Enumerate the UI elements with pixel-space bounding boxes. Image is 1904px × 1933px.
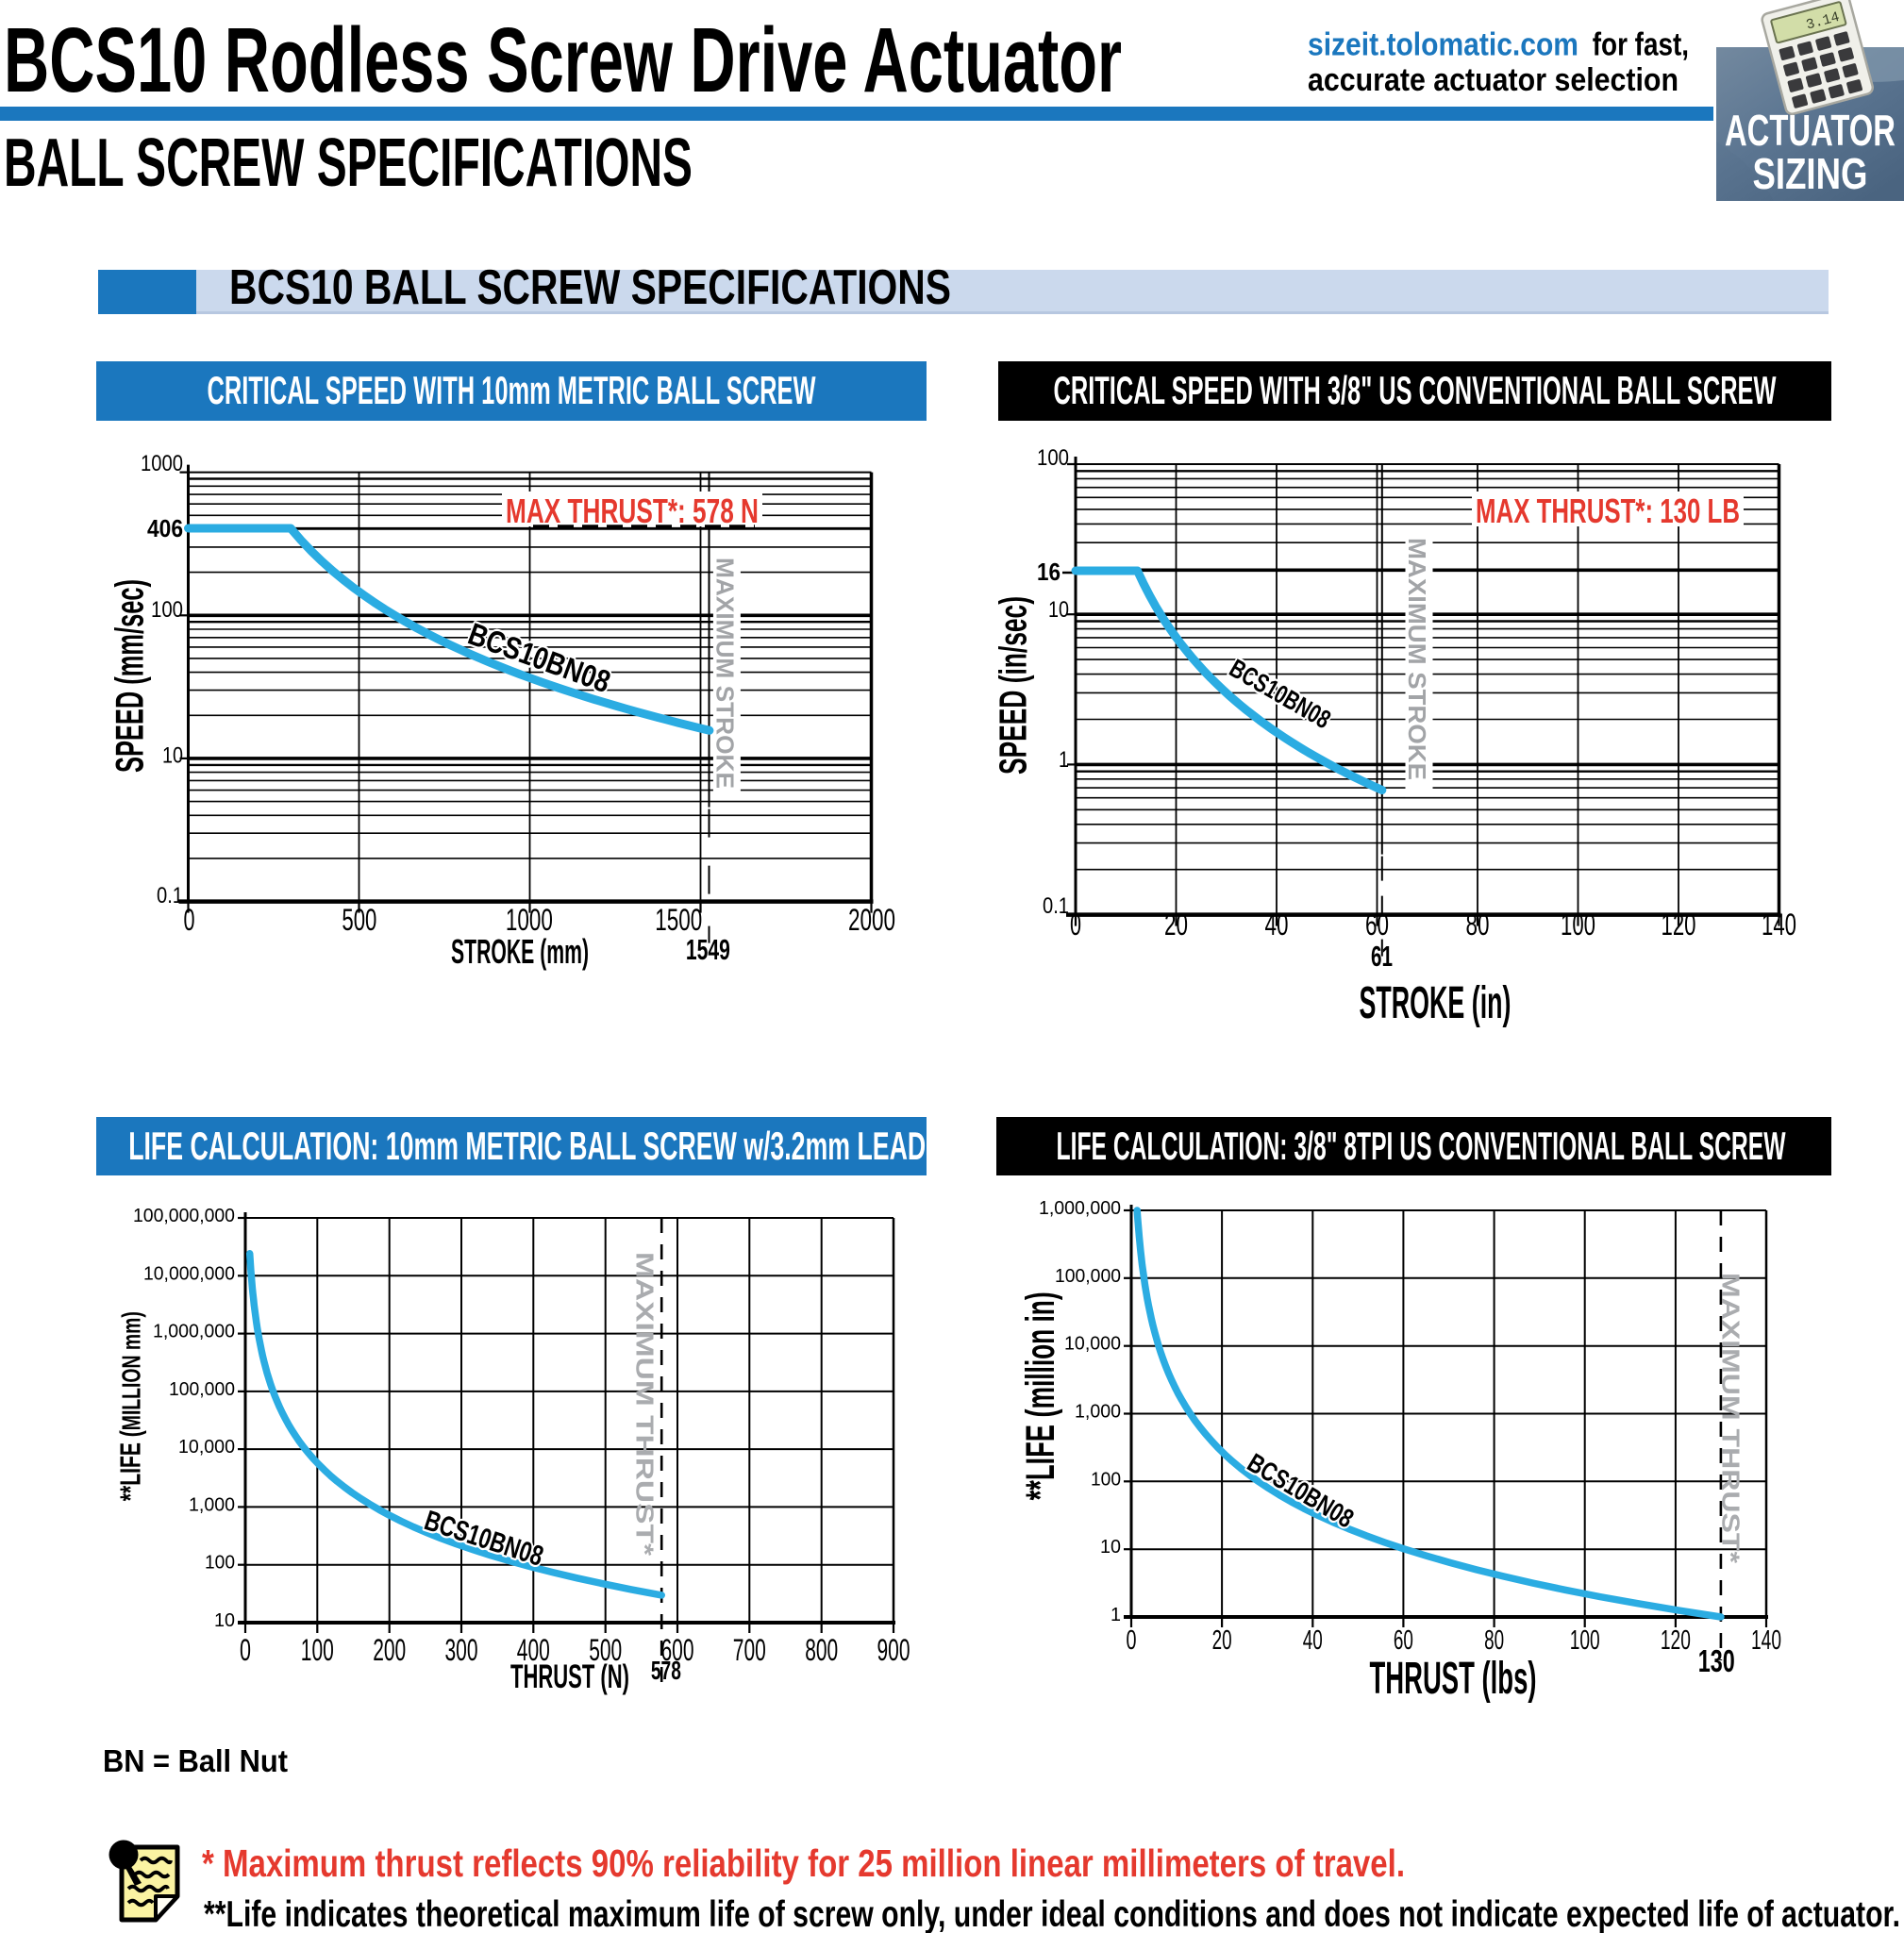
svg-text:80: 80 bbox=[1466, 908, 1490, 942]
svg-text:0: 0 bbox=[184, 903, 195, 937]
svg-text:500: 500 bbox=[589, 1633, 622, 1667]
svg-text:100: 100 bbox=[1570, 1625, 1600, 1656]
svg-text:600: 600 bbox=[661, 1633, 694, 1667]
svg-text:**Life indicates theoretical m: **Life indicates theoretical maximum lif… bbox=[204, 1894, 1900, 1933]
svg-text:1000: 1000 bbox=[141, 451, 183, 476]
svg-text:100,000,000: 100,000,000 bbox=[133, 1205, 235, 1226]
svg-text:10: 10 bbox=[1100, 1536, 1121, 1558]
svg-text:THRUST (N): THRUST (N) bbox=[510, 1658, 629, 1695]
svg-text:million in): million in) bbox=[1018, 1291, 1063, 1408]
svg-text:10: 10 bbox=[1048, 597, 1069, 623]
svg-text:1: 1 bbox=[1059, 747, 1069, 773]
svg-text:100,000: 100,000 bbox=[1055, 1265, 1121, 1287]
svg-text:2000: 2000 bbox=[848, 903, 895, 937]
svg-text:1000: 1000 bbox=[506, 903, 553, 937]
svg-text:0: 0 bbox=[1127, 1625, 1137, 1656]
svg-text:1,000: 1,000 bbox=[1075, 1401, 1121, 1423]
svg-text:100: 100 bbox=[1561, 908, 1595, 942]
svg-text:MILLION mm): MILLION mm) bbox=[116, 1311, 145, 1430]
svg-text:700: 700 bbox=[733, 1633, 766, 1667]
svg-text:16: 16 bbox=[1037, 559, 1061, 586]
svg-text:CRITICAL SPEED WITH 10mm METRI: CRITICAL SPEED WITH 10mm METRIC BALL SCR… bbox=[208, 368, 816, 412]
svg-text:130: 130 bbox=[1698, 1643, 1735, 1678]
svg-text:MAX THRUST*: 578 N: MAX THRUST*: 578 N bbox=[506, 492, 759, 530]
svg-text:ACTUATOR: ACTUATOR bbox=[1725, 106, 1896, 155]
svg-text:140: 140 bbox=[1751, 1625, 1781, 1656]
svg-text:1,000,000: 1,000,000 bbox=[153, 1321, 235, 1342]
svg-text:accurate actuator selection: accurate actuator selection bbox=[1308, 62, 1679, 98]
svg-text:20: 20 bbox=[1212, 1625, 1232, 1656]
svg-text:1: 1 bbox=[1111, 1604, 1121, 1625]
svg-text:MAXIMUM THRUST*: MAXIMUM THRUST* bbox=[1717, 1273, 1745, 1564]
svg-text:SPEED (mm/sec): SPEED (mm/sec) bbox=[107, 579, 151, 773]
svg-text:STROKE (in): STROKE (in) bbox=[1360, 978, 1512, 1028]
svg-text:100: 100 bbox=[205, 1552, 235, 1574]
svg-text:61: 61 bbox=[1371, 941, 1393, 973]
svg-text:200: 200 bbox=[373, 1633, 406, 1667]
svg-text:100: 100 bbox=[1091, 1468, 1121, 1490]
svg-text:1,000: 1,000 bbox=[189, 1493, 235, 1515]
svg-text:BALL SCREW SPECIFICATIONS: BALL SCREW SPECIFICATIONS bbox=[4, 125, 693, 201]
svg-text:BN = Ball Nut: BN = Ball Nut bbox=[103, 1743, 288, 1778]
svg-text:sizeit.tolomatic.com for fast,: sizeit.tolomatic.com for fast, bbox=[1308, 27, 1689, 63]
svg-text:10: 10 bbox=[214, 1609, 235, 1631]
svg-text:578: 578 bbox=[651, 1656, 681, 1685]
svg-text:MAX THRUST*: 130 LB: MAX THRUST*: 130 LB bbox=[1476, 492, 1740, 530]
svg-text:100: 100 bbox=[301, 1633, 334, 1667]
svg-text:1,000,000: 1,000,000 bbox=[1039, 1197, 1121, 1219]
svg-text:406: 406 bbox=[147, 516, 183, 542]
svg-text:0: 0 bbox=[240, 1633, 251, 1667]
svg-text:SIZING: SIZING bbox=[1753, 149, 1868, 198]
svg-text:MAXIMUM STROKE: MAXIMUM STROKE bbox=[710, 558, 739, 789]
svg-text:**LIFE (: **LIFE ( bbox=[1018, 1408, 1063, 1500]
svg-text:BCS10 BALL SCREW SPECIFICATION: BCS10 BALL SCREW SPECIFICATIONS bbox=[229, 260, 951, 315]
svg-text:900: 900 bbox=[877, 1633, 910, 1667]
svg-text:LIFE CALCULATION: 3/8" 8TPI US: LIFE CALCULATION: 3/8" 8TPI US CONVENTIO… bbox=[1057, 1124, 1786, 1168]
svg-text:**LIFE (: **LIFE ( bbox=[113, 1430, 146, 1501]
svg-text:SPEED (in/sec): SPEED (in/sec) bbox=[991, 596, 1034, 775]
svg-text:1549: 1549 bbox=[686, 934, 730, 966]
svg-text:10,000,000: 10,000,000 bbox=[143, 1262, 235, 1284]
svg-text:40: 40 bbox=[1265, 908, 1289, 942]
svg-text:400: 400 bbox=[517, 1633, 550, 1667]
svg-text:60: 60 bbox=[1394, 1625, 1413, 1656]
svg-text:120: 120 bbox=[1661, 1625, 1691, 1656]
svg-text:10: 10 bbox=[162, 743, 183, 769]
svg-text:140: 140 bbox=[1762, 908, 1796, 942]
svg-text:500: 500 bbox=[342, 903, 376, 937]
svg-text:10,000: 10,000 bbox=[178, 1436, 235, 1458]
svg-text:0.1: 0.1 bbox=[1043, 893, 1069, 919]
svg-text:60: 60 bbox=[1365, 908, 1389, 942]
svg-text:10,000: 10,000 bbox=[1064, 1333, 1121, 1355]
svg-text:MAXIMUM STROKE: MAXIMUM STROKE bbox=[1403, 538, 1431, 780]
svg-text:MAXIMUM THRUST*: MAXIMUM THRUST* bbox=[631, 1252, 660, 1557]
svg-text:1500: 1500 bbox=[655, 903, 702, 937]
svg-text:THRUST (lbs): THRUST (lbs) bbox=[1370, 1654, 1537, 1704]
svg-text:BCS10 Rodless Screw Drive Actu: BCS10 Rodless Screw Drive Actuator bbox=[4, 8, 1122, 111]
svg-text:40: 40 bbox=[1303, 1625, 1323, 1656]
svg-text:80: 80 bbox=[1484, 1625, 1504, 1656]
svg-text:CRITICAL SPEED WITH 3/8" US CO: CRITICAL SPEED WITH 3/8" US CONVENTIONAL… bbox=[1054, 368, 1777, 412]
svg-text:100,000: 100,000 bbox=[169, 1378, 235, 1400]
svg-text:100: 100 bbox=[151, 597, 183, 623]
svg-text:300: 300 bbox=[445, 1633, 478, 1667]
svg-text:800: 800 bbox=[805, 1633, 838, 1667]
svg-text:120: 120 bbox=[1662, 908, 1696, 942]
svg-text:* Maximum thrust reflects 90%: * Maximum thrust reflects 90% reliabilit… bbox=[202, 1841, 1405, 1885]
svg-text:0: 0 bbox=[1070, 908, 1081, 942]
svg-text:100: 100 bbox=[1037, 445, 1069, 471]
svg-text:0.1: 0.1 bbox=[157, 883, 183, 908]
svg-text:20: 20 bbox=[1164, 908, 1188, 942]
svg-text:STROKE (mm): STROKE (mm) bbox=[451, 932, 589, 971]
svg-text:LIFE CALCULATION: 10mm METRIC: LIFE CALCULATION: 10mm METRIC BALL SCREW… bbox=[128, 1124, 926, 1168]
